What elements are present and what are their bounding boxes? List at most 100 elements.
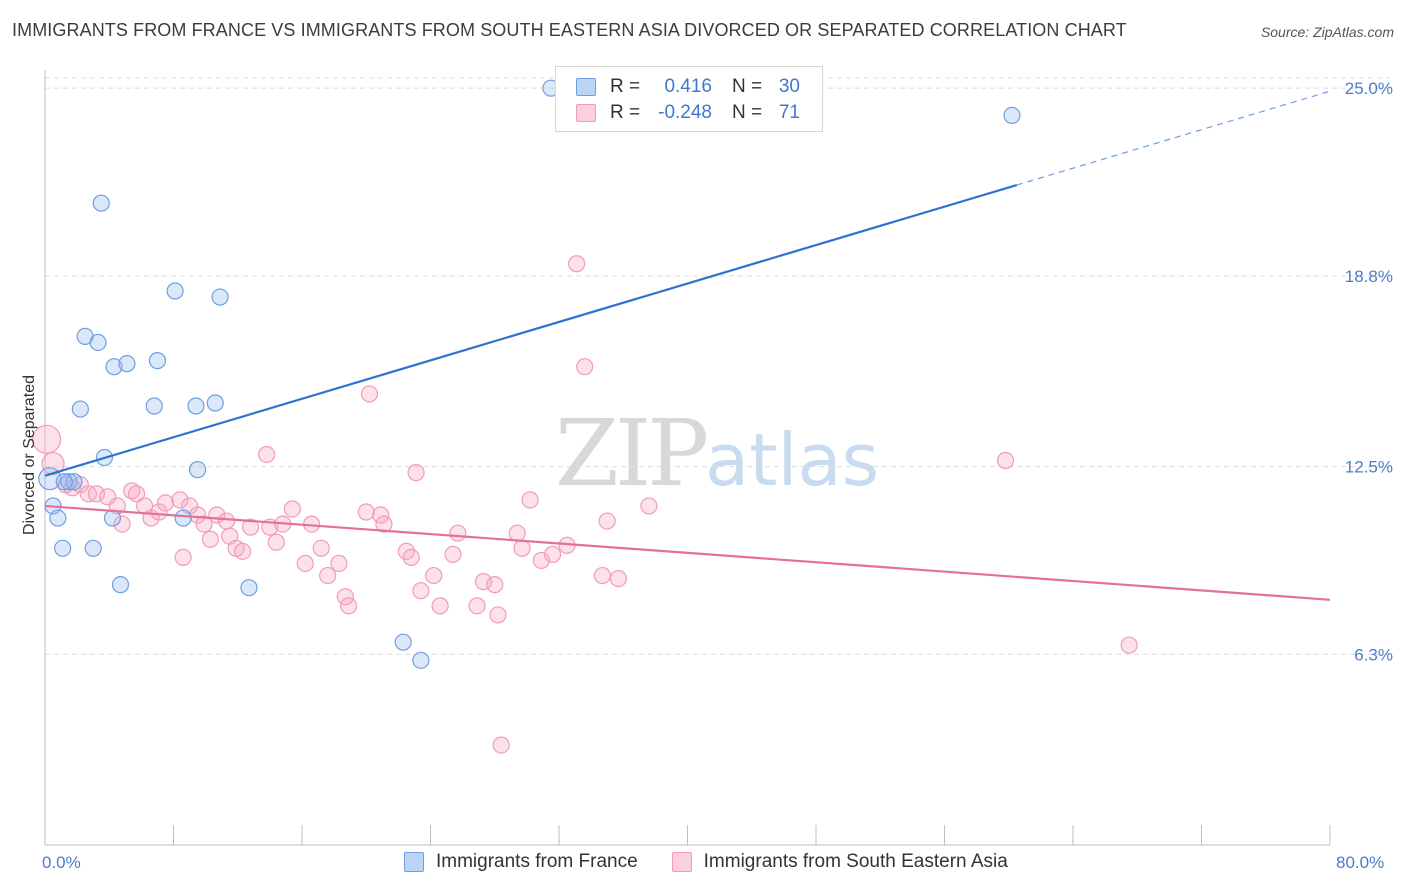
sea-point [41, 451, 65, 476]
sea-point [171, 491, 189, 509]
y-axis-label: Divorced or Separated [21, 375, 38, 535]
sea-point [486, 576, 504, 594]
sea-point [201, 530, 220, 548]
source-credit: Source: ZipAtlas.com [1260, 24, 1394, 40]
sea-point [360, 385, 379, 403]
sea-points [32, 255, 1138, 754]
y-tick-label: 25.0% [1345, 79, 1393, 98]
france-point [105, 358, 123, 376]
sea-point [449, 524, 467, 542]
watermark-zip: ZIP [555, 400, 709, 507]
sea-point [330, 554, 348, 573]
france-point [89, 333, 107, 352]
legend-n-key: N = [732, 76, 763, 97]
france-point [118, 355, 136, 373]
sea-point [640, 497, 658, 515]
chart-title: IMMIGRANTS FROM FRANCE VS IMMIGRANTS FRO… [12, 20, 1127, 40]
sea-point [87, 485, 106, 503]
france-point [65, 473, 83, 491]
sea-point [312, 539, 330, 557]
france-point [394, 633, 412, 651]
sea-point [576, 358, 594, 376]
sea-point [375, 515, 393, 533]
sea-point [412, 582, 430, 600]
france-point [71, 400, 89, 418]
sea-point [508, 524, 526, 542]
x-axis-max-label: 80.0% [1336, 853, 1385, 872]
trend-lines [44, 90, 1331, 601]
sea-point [468, 597, 486, 615]
france-point [148, 352, 167, 370]
legend-swatch-france [404, 852, 424, 872]
sea-point [188, 506, 207, 524]
legend-item-france: Immigrants from France [404, 851, 638, 873]
grid-lines [45, 77, 1390, 655]
sea-point [150, 503, 168, 521]
france-point [54, 539, 72, 557]
france-point [412, 651, 430, 669]
x-axis-min-label: 0.0% [42, 853, 81, 872]
sea-point [336, 588, 354, 606]
sea-trend-line [44, 504, 1331, 601]
sea-point [113, 515, 131, 533]
sea-point [217, 512, 236, 530]
y-tick-label: 18.8% [1345, 267, 1393, 286]
france-point [111, 576, 130, 594]
sea-point [233, 542, 252, 560]
correlation-legend: R = 0.416 N = 30 R = -0.248 N = 71 [555, 66, 823, 132]
legend-row-france: R = 0.416 N = 30 [576, 75, 800, 99]
legend-r-value: -0.248 [658, 102, 712, 123]
france-trend-extension [1016, 90, 1331, 186]
series-legend: Immigrants from France Immigrants from S… [404, 851, 1042, 873]
sea-point [444, 545, 462, 563]
sea-point [568, 255, 586, 273]
sea-point [489, 606, 507, 624]
sea-point [195, 515, 213, 533]
legend-label-sea: Immigrants from South Eastern Asia [703, 851, 1008, 872]
y-tick-label: 6.3% [1354, 645, 1393, 664]
sea-point [357, 503, 375, 521]
sea-point [492, 736, 510, 754]
legend-r-value: 0.416 [664, 76, 712, 97]
sea-point [267, 533, 285, 551]
axes [44, 70, 1331, 846]
sea-point [258, 445, 276, 464]
sea-point [425, 566, 443, 585]
france-points [38, 79, 1021, 669]
legend-r-key: R = [610, 76, 641, 97]
sea-point [474, 573, 493, 591]
legend-label-france: Immigrants from France [436, 851, 638, 872]
france-point [60, 473, 78, 491]
sea-point [339, 597, 358, 615]
sea-point [127, 485, 146, 503]
sea-point [156, 494, 175, 512]
france-point [1003, 106, 1021, 125]
france-trend-line [44, 183, 1018, 477]
france-point [49, 509, 67, 527]
y-tick-labels: 6.3% 12.5% 18.8% 25.0% [1345, 79, 1393, 664]
france-point [166, 282, 184, 300]
france-point [103, 509, 122, 527]
sea-point [372, 506, 390, 524]
sea-point [431, 597, 449, 615]
legend-swatch-sea [671, 852, 692, 872]
legend-n-value: 71 [778, 102, 800, 123]
legend-r-key: R = [610, 102, 641, 123]
sea-point [593, 566, 611, 585]
y-tick-label: 12.5% [1345, 458, 1393, 477]
watermark: ZIPatlas [555, 400, 879, 507]
france-point [174, 509, 192, 527]
sea-point [1120, 636, 1138, 654]
sea-point [319, 566, 337, 585]
france-point [206, 394, 224, 412]
sea-point [242, 518, 260, 536]
sea-point [32, 424, 62, 454]
sea-point [543, 545, 562, 563]
sea-point [521, 491, 539, 509]
watermark-atlas: atlas [705, 418, 880, 502]
france-point [188, 461, 207, 479]
france-point [240, 579, 258, 597]
sea-point [123, 482, 141, 500]
legend-row-sea: R = -0.248 N = 71 [576, 101, 800, 125]
